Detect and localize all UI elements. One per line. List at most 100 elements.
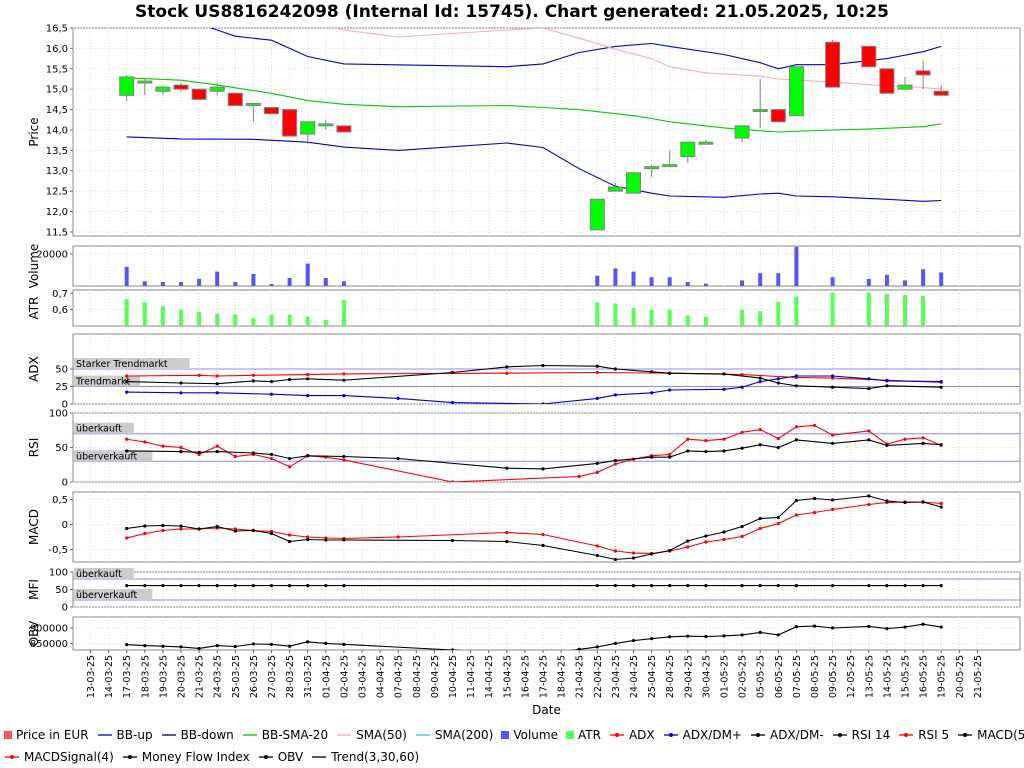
obv-series-point [613, 641, 618, 646]
volume-bar [830, 277, 835, 286]
legend-label: RSI 14 [851, 727, 891, 742]
legend-swatch [122, 755, 137, 759]
legend-swatch [258, 755, 273, 759]
mfi-series-point [595, 584, 599, 588]
obv-series-point [650, 637, 654, 641]
candle-body [752, 109, 768, 113]
rsi-threshold-label-bg [74, 422, 134, 434]
macd-tick-label: 0 [62, 520, 68, 531]
adx-series-adx-dm- [125, 363, 943, 391]
macd-series-macd-5-13--point [668, 548, 672, 553]
adx-series-adx-dm--point [885, 384, 889, 388]
legend-item: ADX [609, 725, 655, 746]
mfi-series-point [197, 584, 201, 588]
obv-series-point [306, 640, 310, 644]
atr-bar [160, 306, 165, 326]
atr-bar [667, 309, 672, 326]
price-series-bb-up-line [209, 28, 942, 70]
x-tick-label: 18-04-25 [557, 655, 568, 698]
legend-item: Price in EUR [4, 725, 89, 746]
macd-tick-label: 0,5 [52, 495, 68, 506]
x-tick-label: 15-05-25 [901, 655, 912, 698]
adx-series-adx-dm--point [215, 391, 219, 395]
x-tick-label: 25-03-25 [231, 655, 242, 698]
atr-bar [649, 309, 654, 326]
obv-series-point [812, 624, 817, 628]
macd-series-macd-5-13--point [722, 530, 726, 534]
rsi-tick-label: 0 [62, 478, 68, 489]
mfi-series-point [740, 584, 744, 588]
rsi-series-rsi-5-point [125, 437, 129, 441]
macd-series-macdsignal-4--point [179, 527, 183, 531]
x-tick-label: 31-03-25 [303, 655, 314, 698]
rsi-series-rsi-5 [125, 423, 943, 482]
macd-series-macdsignal-4--point [722, 537, 726, 542]
x-tick-label: 08-05-25 [810, 655, 821, 698]
rsi-series-rsi-14-point [722, 449, 726, 453]
obv-series-point [324, 641, 328, 646]
atr-bar [866, 292, 871, 326]
x-tick-label: 24-04-25 [629, 655, 640, 698]
adx-series-adx-dm--point [668, 371, 672, 375]
adx-series-adx-dm--point [269, 380, 274, 384]
adx-series-adx-dm--point [215, 382, 219, 386]
rsi-series-rsi-5-point [342, 458, 346, 462]
mfi-series-point [686, 584, 690, 588]
macd-series-macdsignal-4--point [776, 521, 780, 526]
legend-swatch [501, 731, 510, 739]
volume-bar [287, 278, 292, 286]
x-tick-label: 20-05-25 [955, 655, 966, 698]
obv-series-point [686, 634, 690, 638]
obv-series-point [215, 644, 219, 648]
legend-label: OBV [277, 749, 304, 764]
x-tick-label: 12-05-25 [846, 655, 857, 698]
mfi-series-point [776, 584, 780, 588]
atr-bar [124, 299, 129, 326]
atr-bar [142, 302, 147, 326]
atr-bar [197, 312, 202, 326]
macd-series-macd-5-13--point [704, 534, 708, 538]
obv-series-point [740, 633, 744, 637]
legend-item: SMA(50) [336, 725, 407, 746]
legend-swatch [832, 733, 847, 737]
price-tick-label: 13,0 [46, 166, 68, 177]
mfi-threshold-label: überkauft [76, 569, 122, 580]
obv-series-point [125, 643, 129, 647]
rsi-series-rsi-14-point [595, 461, 599, 465]
volume-bar [740, 280, 745, 286]
macd-series-macd-5-13--point [161, 523, 165, 528]
macd-series-macd-5-13--point [686, 539, 690, 543]
rsi-series-rsi-5-point [143, 440, 147, 444]
rsi-threshold-label: überkauft [76, 424, 122, 435]
legend-swatch [4, 731, 12, 739]
legend-item: RSI 5 [898, 725, 949, 746]
rsi-series-rsi-14-point [396, 456, 400, 461]
atr-bar [685, 315, 690, 326]
x-tick-label: 06-05-25 [774, 655, 785, 698]
volume-bar [884, 274, 889, 286]
atr-bar [251, 318, 256, 326]
candle-body [282, 109, 298, 137]
x-tick-label: 05-05-25 [756, 655, 767, 698]
atr-bar [703, 316, 708, 326]
legend-item: SMA(200) [415, 725, 493, 746]
rsi-series-rsi-14-point [215, 450, 219, 454]
legend-item: BB-up [97, 725, 153, 746]
mfi-tick-label: 0 [62, 603, 68, 614]
macd-series-macdsignal-4--point [143, 531, 147, 536]
volume-bar [613, 268, 618, 286]
rsi-series-rsi-14-point [179, 450, 183, 454]
legend-label: MACDSignal(4) [24, 749, 114, 764]
candle-body [119, 76, 135, 96]
adx-series-adx-dm--point [885, 379, 889, 383]
price-series-bb-sma-20-line [126, 77, 942, 133]
legend-label: MACD(5,13) [977, 727, 1024, 742]
x-tick-label: 11-04-25 [466, 655, 477, 698]
price-candles [119, 40, 949, 231]
atr-tick-label: 0,7 [52, 289, 68, 300]
adx-series-adx-dm- [125, 374, 943, 404]
rsi-series-rsi-5-point [686, 437, 690, 441]
volume-bar [160, 282, 165, 286]
x-tick-label: 09-05-25 [828, 655, 839, 698]
macd-series-macd-5-13--point [885, 499, 889, 503]
